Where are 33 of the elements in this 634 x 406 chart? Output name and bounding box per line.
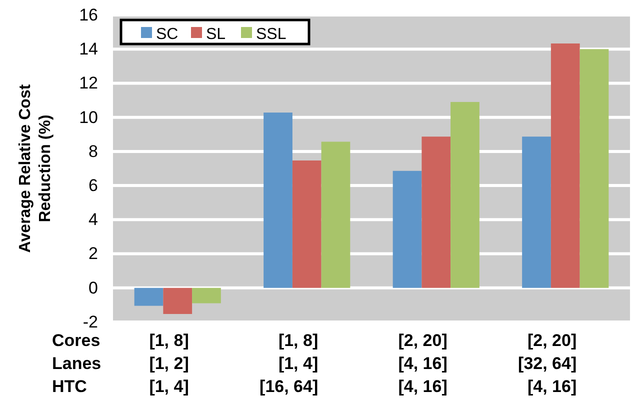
legend-label: SC xyxy=(156,26,178,43)
bar xyxy=(264,112,292,288)
y-tick-label: -2 xyxy=(82,312,98,332)
y-tick-label: 12 xyxy=(79,74,98,93)
bar xyxy=(292,160,322,288)
y-tick-label: 8 xyxy=(88,142,98,161)
bar xyxy=(422,136,451,288)
x-tick-label: [1, 8] [1, 2] [1, 4] xyxy=(149,331,189,396)
y-tick-label: 6 xyxy=(88,176,98,195)
y-axis-title: Average Relative Cost Reduction (%) xyxy=(17,84,54,253)
x-tick-label: [1, 8] [1, 4] [16, 64] xyxy=(260,331,318,396)
y-tick-label: 10 xyxy=(79,108,98,127)
bar xyxy=(321,142,350,288)
bar xyxy=(550,43,580,288)
bar xyxy=(392,170,422,288)
bar xyxy=(580,49,609,288)
text: Cores xyxy=(52,331,100,350)
y-tick-label: 0 xyxy=(88,278,98,298)
x-tick-label: [2, 20] [32, 64] [4, 16] xyxy=(518,331,577,396)
text: Lanes xyxy=(52,354,102,373)
text: HTC xyxy=(52,377,87,396)
bar xyxy=(522,136,551,288)
bar xyxy=(134,288,164,306)
legend-label: SSL xyxy=(256,26,286,43)
bar xyxy=(163,288,192,314)
y-tick-label: 4 xyxy=(88,210,98,230)
y-tick-label: 16 xyxy=(79,5,98,24)
x-tick-label: [2, 20] [4, 16] [4, 16] xyxy=(398,331,448,396)
y-tick-label: 14 xyxy=(79,40,98,59)
legend-label: SL xyxy=(206,26,226,43)
y-tick-label: 2 xyxy=(88,244,98,264)
bar xyxy=(192,288,221,304)
bar xyxy=(450,102,480,288)
